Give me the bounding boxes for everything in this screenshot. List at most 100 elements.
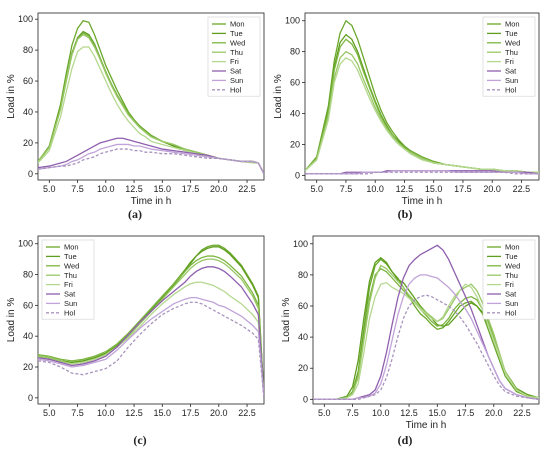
- chart-d-caption: (d): [397, 433, 413, 447]
- chart-a-svg: 5.0 7.5 10.0 12.5 15.0 17.5 20.0 22.5 0 20 40 60 80 1…: [6, 12, 265, 207]
- chart-c-legend-label-fri: Fri: [64, 280, 73, 289]
- chart-a-legend-label-fri: Fri: [230, 57, 239, 66]
- chart-c-xtick-label: 20.0: [210, 408, 228, 418]
- chart-d-legend-label-wed: Wed: [505, 261, 520, 270]
- chart-b-xlabel: Time in h: [402, 196, 443, 207]
- chart-d-xtick-label: 12.5: [400, 408, 418, 418]
- chart-d-ytick-label: 80: [298, 270, 308, 280]
- chart-b-ytick-label: 80: [290, 47, 300, 57]
- chart-a-legend-label-wed: Wed: [230, 38, 245, 47]
- chart-a-legend-label-mon: Mon: [230, 20, 245, 29]
- chart-b-xtick-label: 5.0: [310, 184, 323, 194]
- chart-c-xtick-label: 10.0: [97, 408, 115, 418]
- chart-d-legend-label-sat: Sat: [505, 290, 517, 299]
- chart-b-xtick-label: 17.5: [454, 184, 472, 194]
- chart-d-xtick-label: 7.5: [346, 408, 359, 418]
- chart-d-xtick-label: 5.0: [318, 408, 331, 418]
- chart-d-ylabel: Load in %: [281, 298, 292, 343]
- chart-d-ytick-label: 60: [298, 301, 308, 311]
- chart-b-ytick-label: 60: [290, 78, 300, 88]
- chart-a-legend-label-sun: Sun: [230, 76, 243, 85]
- chart-c-svg: 5.0 7.5 10.0 12.5 15.0 17.5 20.0 22.5 0 20 40 60 80 1…: [6, 235, 265, 418]
- chart-b-ytick-label: 20: [290, 139, 300, 149]
- chart-d-legend-label-mon: Mon: [505, 243, 520, 252]
- chart-d-ytick-label: 20: [298, 363, 308, 373]
- chart-c-ytick-label: 80: [23, 270, 33, 280]
- chart-d-legend-label-hol: Hol: [505, 308, 517, 317]
- chart-a-caption: (a): [128, 207, 142, 221]
- chart-c-xtick-label: 22.5: [238, 408, 256, 418]
- chart-c-legend-label-sat: Sat: [64, 290, 76, 299]
- chart-d-legend-label-fri: Fri: [505, 280, 514, 289]
- chart-a-ytick-label: 40: [23, 107, 33, 117]
- chart-c-legend-label-sun: Sun: [64, 299, 77, 308]
- chart-a-legend-label-hol: Hol: [230, 85, 242, 94]
- chart-b-xtick-label: 10.0: [366, 184, 384, 194]
- chart-a-xtick-label: 12.5: [125, 184, 143, 194]
- chart-a-series-hol: [38, 148, 264, 175]
- chart-panel-c: 5.0 7.5 10.0 12.5 15.0 17.5 20.0 22.5 0 20 40 60 80 1…: [0, 228, 275, 453]
- chart-d-xtick-label: 17.5: [457, 408, 475, 418]
- chart-b-legend-label-tue: Tue: [505, 29, 518, 38]
- chart-b-xtick-label: 15.0: [425, 184, 443, 194]
- chart-d-legend-label-tue: Tue: [505, 252, 518, 261]
- chart-a-ytick-label: 60: [23, 76, 33, 86]
- chart-b-legend-label-hol: Hol: [505, 85, 517, 94]
- chart-panel-b: 5.0 7.5 10.0 12.5 15.0 17.5 20.0 22.5 0 20 40 60 80 1…: [273, 0, 550, 228]
- chart-b-legend-label-thu: Thu: [505, 48, 518, 57]
- chart-d-svg: 5.0 7.5 10.0 12.5 15.0 17.5 20.0 22.5 0 20 40 60 80 1…: [281, 235, 540, 431]
- chart-c-legend: [41, 239, 95, 320]
- chart-c-legend-label-wed: Wed: [64, 261, 79, 270]
- chart-d-xtick-label: 20.0: [485, 408, 503, 418]
- chart-d-series-thu: [313, 264, 539, 400]
- chart-d-series-sun: [313, 274, 539, 400]
- chart-c-caption: (c): [133, 433, 147, 447]
- chart-c-ytick-label: 0: [28, 393, 33, 403]
- chart-a-legend-label-tue: Tue: [230, 29, 243, 38]
- chart-a-legend-label-thu: Thu: [230, 48, 243, 57]
- chart-c-ytick-label: 40: [23, 331, 33, 341]
- chart-b-xtick-label: 20.0: [483, 184, 501, 194]
- chart-a-legend: [207, 16, 261, 97]
- chart-c-series-fri: [38, 281, 264, 398]
- chart-b-series-fri: [305, 57, 539, 173]
- chart-b-series-sun: [305, 170, 539, 175]
- chart-c-series-wed: [38, 255, 264, 398]
- chart-c-ytick-label: 20: [23, 362, 33, 372]
- chart-b-caption: (b): [397, 207, 413, 221]
- chart-a-xlabel: Time in h: [131, 196, 172, 207]
- chart-b-legend-label-wed: Wed: [505, 38, 520, 47]
- chart-b-legend: [482, 16, 536, 97]
- chart-d-ytick-label: 0: [303, 394, 308, 404]
- chart-b-legend-label-sun: Sun: [505, 76, 518, 85]
- chart-a-legend-label-sat: Sat: [230, 67, 242, 76]
- chart-b-xtick-label: 12.5: [396, 184, 414, 194]
- chart-c-xtick-label: 12.5: [125, 408, 143, 418]
- chart-a-xtick-label: 17.5: [182, 184, 200, 194]
- chart-d-frame: [312, 235, 540, 405]
- chart-b-xtick-label: 7.5: [340, 184, 353, 194]
- chart-c-legend-label-hol: Hol: [64, 308, 76, 317]
- chart-b-ytick-label: 40: [290, 109, 300, 119]
- chart-d-legend: [482, 239, 536, 320]
- chart-c-legend-label-mon: Mon: [64, 243, 79, 252]
- chart-d-legend-label-sun: Sun: [505, 299, 518, 308]
- chart-b-ytick-label: 100: [285, 16, 300, 26]
- chart-c-series-sun: [38, 297, 264, 398]
- chart-d-ytick-label: 100: [293, 239, 308, 249]
- chart-d-series-fri: [313, 281, 539, 400]
- chart-b-legend-label-sat: Sat: [505, 67, 517, 76]
- chart-c-frame: [37, 235, 265, 405]
- chart-d-ytick-label: 40: [298, 332, 308, 342]
- chart-b-legend-label-mon: Mon: [505, 20, 520, 29]
- chart-b-svg: 5.0 7.5 10.0 12.5 15.0 17.5 20.0 22.5 0 20 40 60 80 1…: [273, 12, 540, 207]
- chart-a-xtick-label: 22.5: [238, 184, 256, 194]
- chart-c-legend-label-tue: Tue: [64, 252, 77, 261]
- chart-a-xtick-label: 15.0: [154, 184, 172, 194]
- chart-a-ytick-label: 0: [28, 169, 33, 179]
- chart-a-ytick-label: 20: [23, 138, 33, 148]
- chart-d-series-hol: [313, 294, 539, 400]
- chart-a-frame: [37, 12, 265, 181]
- chart-c-ytick-label: 100: [18, 239, 33, 249]
- chart-a-ytick-label: 100: [18, 14, 33, 24]
